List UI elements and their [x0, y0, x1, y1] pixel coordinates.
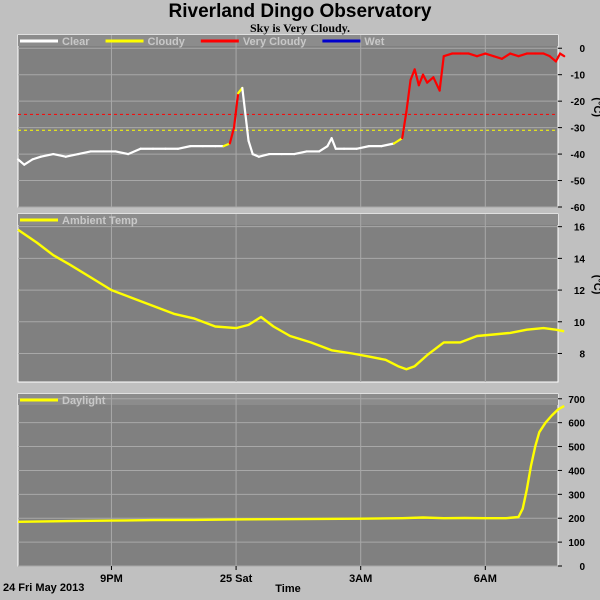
- sky-temp-segment: [517, 52, 528, 58]
- sky-temp-segment: [548, 55, 558, 63]
- sky-temp-segment: [176, 145, 192, 150]
- y-tick-label: 16: [574, 223, 586, 234]
- sky-temp-segment: [432, 76, 441, 92]
- sky-temp-segment: [326, 137, 333, 148]
- sky-temp-segment: [39, 152, 55, 158]
- sky-temp-segment: [23, 158, 34, 166]
- sky-temp-segment: [222, 142, 231, 148]
- legend-label: Ambient Temp: [62, 215, 138, 227]
- y-tick-label: 700: [568, 395, 585, 406]
- sky-temp-segment: [421, 73, 429, 84]
- page-title: Riverland Dingo Observatory: [168, 1, 432, 22]
- plot-area-2: [17, 213, 559, 383]
- sky-temp-segment: [247, 139, 254, 156]
- sky-temp-segment: [467, 52, 479, 58]
- x-axis-label: Time: [275, 583, 301, 595]
- legend-label: Daylight: [62, 395, 106, 407]
- legend-strip-3: [18, 394, 558, 405]
- sky-status-subtitle: Sky is Very Cloudy.: [249, 21, 351, 35]
- y-axis-label: (°C): [591, 97, 600, 117]
- y-tick-label: 14: [574, 254, 586, 265]
- sky-temp-segment: [475, 52, 487, 58]
- x-tick-label: 25 Sat: [220, 573, 253, 585]
- sky-temp-segment: [126, 147, 142, 156]
- y-tick-label: 600: [568, 419, 585, 430]
- sky-temp-segment: [31, 155, 42, 161]
- sky-temp-segment: [484, 52, 495, 58]
- sky-temp-segment: [251, 152, 261, 158]
- sky-temp-segment: [405, 78, 412, 113]
- sky-temp-segment: [318, 145, 329, 153]
- y-tick-label: 500: [568, 443, 585, 454]
- y-tick-label: -30: [571, 124, 586, 135]
- y-tick-label: 200: [568, 514, 585, 525]
- sky-temp-segment: [228, 126, 236, 145]
- y-tick-label: 10: [574, 318, 586, 329]
- sky-temp-segment: [401, 110, 408, 140]
- y-tick-label: -20: [571, 97, 586, 108]
- y-tick-label: 300: [568, 490, 585, 501]
- sky-temp-segment: [64, 152, 80, 158]
- sky-temp-segment: [392, 137, 404, 145]
- sky-temp-segment: [16, 158, 26, 166]
- series-line-ambient-temp: [17, 228, 565, 371]
- sky-temp-segment: [241, 86, 250, 142]
- sky-temp-segment: [52, 152, 67, 158]
- legend-label: Very Cloudy: [243, 36, 307, 48]
- series-line-daylight: [17, 404, 565, 523]
- sky-temp-segment: [492, 55, 504, 60]
- sky-temp-segment: [558, 52, 566, 58]
- sky-temp-segment: [77, 150, 92, 156]
- sky-temp-segment: [330, 137, 337, 150]
- legend-label: Cloudy: [148, 36, 186, 48]
- sky-temp-segment: [355, 145, 371, 150]
- y-tick-label: -50: [571, 177, 586, 188]
- legend-label: Wet: [364, 36, 384, 48]
- y-tick-label: 12: [574, 286, 586, 297]
- sky-temp-segment: [232, 92, 240, 129]
- y-tick-label: 400: [568, 466, 585, 477]
- sky-temp-segment: [509, 52, 520, 58]
- sky-temp-segment: [417, 73, 425, 87]
- y-tick-label: 100: [568, 538, 585, 549]
- sky-temp-segment: [554, 52, 562, 63]
- plot-area-1: [17, 34, 559, 208]
- legend-strip-1: [18, 35, 558, 46]
- y-axis-label: (°C): [591, 275, 600, 295]
- sky-temp-segment: [114, 150, 130, 156]
- x-tick-label: 3AM: [349, 573, 372, 585]
- plot-area-3: [17, 393, 559, 567]
- y-tick-label: -10: [571, 71, 586, 82]
- legend-label: Clear: [62, 36, 90, 48]
- sky-temp-segment: [542, 52, 551, 58]
- sky-temp-segment: [380, 142, 396, 148]
- sky-temp-segment: [426, 76, 435, 84]
- sky-temp-segment: [442, 52, 454, 58]
- sky-temp-segment: [293, 150, 308, 156]
- y-tick-label: 0: [579, 562, 585, 573]
- sky-temp-segment: [409, 68, 416, 82]
- sky-temp-segment: [438, 55, 445, 92]
- x-tick-label: 9PM: [100, 573, 123, 585]
- legend-strip-2: [18, 214, 558, 225]
- sky-temp-segment: [413, 68, 420, 87]
- sky-temp-segment: [500, 52, 512, 60]
- y-tick-label: 0: [579, 44, 585, 55]
- sky-temp-segment: [257, 152, 271, 158]
- date-label: 24 Fri May 2013: [3, 582, 85, 594]
- x-tick-label: 6AM: [474, 573, 497, 585]
- y-tick-label: 8: [579, 349, 585, 360]
- y-tick-label: -40: [571, 150, 586, 161]
- y-tick-label: -60: [571, 203, 586, 214]
